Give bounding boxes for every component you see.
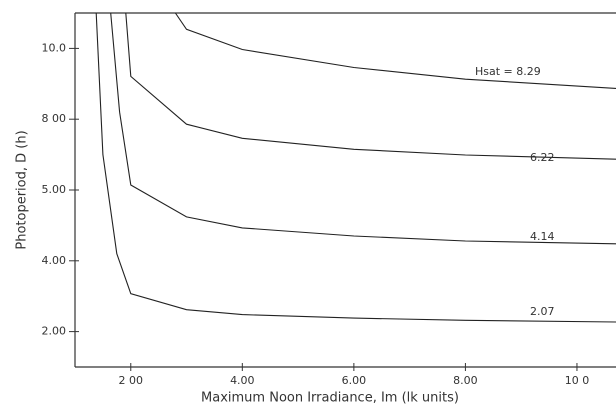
x-tick-label: 8.00 [453,374,478,387]
curve-label: 2.07 [530,305,555,318]
curve [174,12,616,89]
x-tick-label: 10 0 [565,374,590,387]
curve [95,12,616,323]
x-tick-label: 2 00 [119,374,144,387]
curve-label: 4.14 [530,230,555,243]
x-tick-label: 6.00 [342,374,367,387]
curve [125,12,616,160]
x-tick-label: 4.00 [230,374,255,387]
y-tick-label: 8 00 [42,112,67,125]
curve-label: Hsat = 8.29 [475,65,541,78]
y-tick-label: 4.00 [42,254,67,267]
curve [110,12,616,245]
y-tick-label: 5.00 [42,183,67,196]
y-tick-label: 2.00 [42,325,67,338]
curve-label: 6.22 [530,151,555,164]
x-axis-label: Maximum Noon Irradiance, Im (lk units) [201,391,459,406]
y-tick-label: 10.0 [42,41,67,54]
y-axis-label: Photoperiod, D (h) [15,130,30,249]
